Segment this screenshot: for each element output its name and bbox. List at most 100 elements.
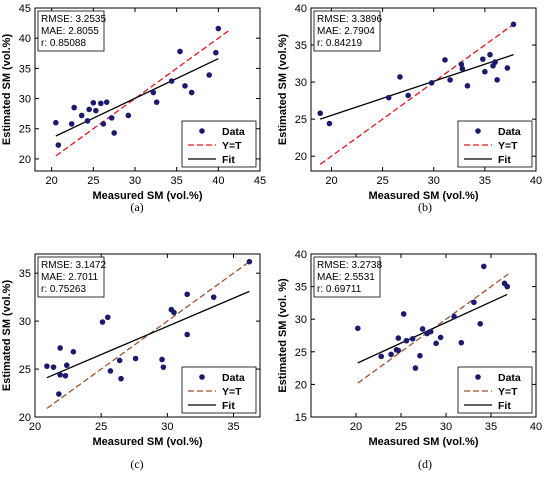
stats-line: MAE: 2.8055 — [41, 26, 99, 37]
y-axis-label: Estimated SM (vol.%) — [1, 280, 13, 392]
stats-line: RMSE: 3.2535 — [41, 14, 106, 25]
x-tick-label: 40 — [212, 175, 224, 187]
data-point — [246, 258, 253, 265]
y-tick-label: 20 — [295, 379, 307, 391]
data-point — [159, 356, 165, 363]
data-point — [71, 104, 77, 111]
legend-frame — [457, 120, 533, 168]
data-point — [355, 325, 361, 332]
data-point — [111, 130, 117, 136]
data-point — [442, 57, 448, 63]
data-point — [107, 368, 114, 374]
x-tick-label: 40 — [530, 421, 542, 433]
x-tick-label: 30 — [161, 421, 173, 433]
legend-label-yt: Y=T — [498, 386, 518, 398]
x-axis-label: Measured SM (vol.%) — [92, 436, 202, 448]
data-point — [184, 331, 191, 338]
y-tick-label: 20 — [19, 412, 31, 424]
data-point — [70, 349, 77, 355]
data-point — [93, 107, 99, 114]
data-point — [464, 82, 471, 89]
x-tick-label: 20 — [29, 421, 41, 433]
x-tick-label: 20 — [46, 175, 58, 187]
stats-line: MAE: 2.7904 — [317, 26, 375, 37]
data-point — [395, 347, 402, 354]
x-tick-label: 25 — [95, 421, 107, 433]
data-point — [388, 351, 394, 358]
stats-line: r: 0.84219 — [317, 38, 362, 49]
x-tick-label: 25 — [376, 175, 388, 187]
legend-data-marker — [475, 374, 481, 380]
y-tick-label: 15 — [295, 412, 307, 424]
y-tick-label: 20 — [19, 154, 31, 166]
data-point — [395, 335, 402, 341]
legend-data-marker — [199, 128, 205, 134]
data-point — [53, 119, 59, 126]
y-tick-label: 35 — [19, 268, 31, 280]
data-point — [84, 118, 91, 124]
data-point — [56, 391, 62, 397]
data-point — [168, 78, 175, 84]
data-point — [104, 314, 111, 321]
stats-line: RMSE: 3.1472 — [41, 260, 106, 271]
data-point — [409, 335, 416, 342]
stats-line: RMSE: 3.2738 — [317, 260, 382, 271]
stats-box-frame — [313, 10, 381, 52]
x-tick-label: 35 — [227, 421, 239, 433]
y-tick-label: 35 — [295, 40, 307, 52]
data-point — [459, 65, 466, 72]
yt-line — [46, 261, 250, 409]
data-point — [188, 89, 195, 96]
data-point — [98, 100, 104, 107]
data-point — [417, 352, 423, 359]
y-tick-label: 25 — [19, 364, 31, 376]
data-point — [317, 110, 324, 117]
data-point — [132, 355, 139, 362]
panel-a: 20 25 30 35 40 45 20 25 30 35 40 45 RMSE: 3.2535MAE:… — [1, 3, 266, 214]
y-tick-label: 30 — [19, 316, 31, 328]
y-tick-label: 25 — [295, 114, 307, 126]
data-point — [419, 326, 426, 332]
data-point — [90, 99, 97, 106]
y-tick-label: 30 — [295, 314, 307, 326]
data-point — [78, 112, 85, 119]
legend-label-data: Data — [498, 126, 521, 138]
data-point — [492, 59, 498, 65]
x-tick-label: 45 — [254, 175, 266, 187]
y-tick-label: 25 — [19, 124, 31, 136]
x-tick-label: 25 — [395, 421, 407, 433]
data-point — [427, 328, 434, 335]
legend-label-fit: Fit — [498, 400, 511, 412]
data-point — [471, 299, 477, 306]
fit-line — [357, 293, 508, 364]
y-axis-label: Estimated SM (vol. %) — [277, 278, 289, 393]
data-point — [385, 94, 392, 101]
data-point — [44, 363, 50, 369]
x-tick-label: 30 — [428, 175, 440, 187]
data-point — [210, 294, 217, 300]
data-point — [57, 345, 63, 351]
y-tick-label: 45 — [19, 3, 31, 15]
y-tick-label: 25 — [295, 347, 307, 359]
x-tick-label: 35 — [479, 175, 491, 187]
data-point — [433, 340, 439, 347]
x-tick-label: 30 — [129, 175, 141, 187]
data-point — [99, 319, 106, 325]
x-tick-label: 35 — [171, 175, 183, 187]
x-tick-label: 35 — [485, 421, 497, 433]
legend-label-fit: Fit — [222, 400, 235, 412]
legend-frame — [181, 366, 257, 414]
data-point — [160, 364, 167, 370]
y-tick-label: 40 — [295, 249, 307, 261]
data-point — [153, 99, 160, 105]
data-point — [458, 339, 465, 346]
data-point — [451, 313, 457, 320]
data-point — [150, 89, 157, 96]
data-point — [86, 106, 92, 113]
